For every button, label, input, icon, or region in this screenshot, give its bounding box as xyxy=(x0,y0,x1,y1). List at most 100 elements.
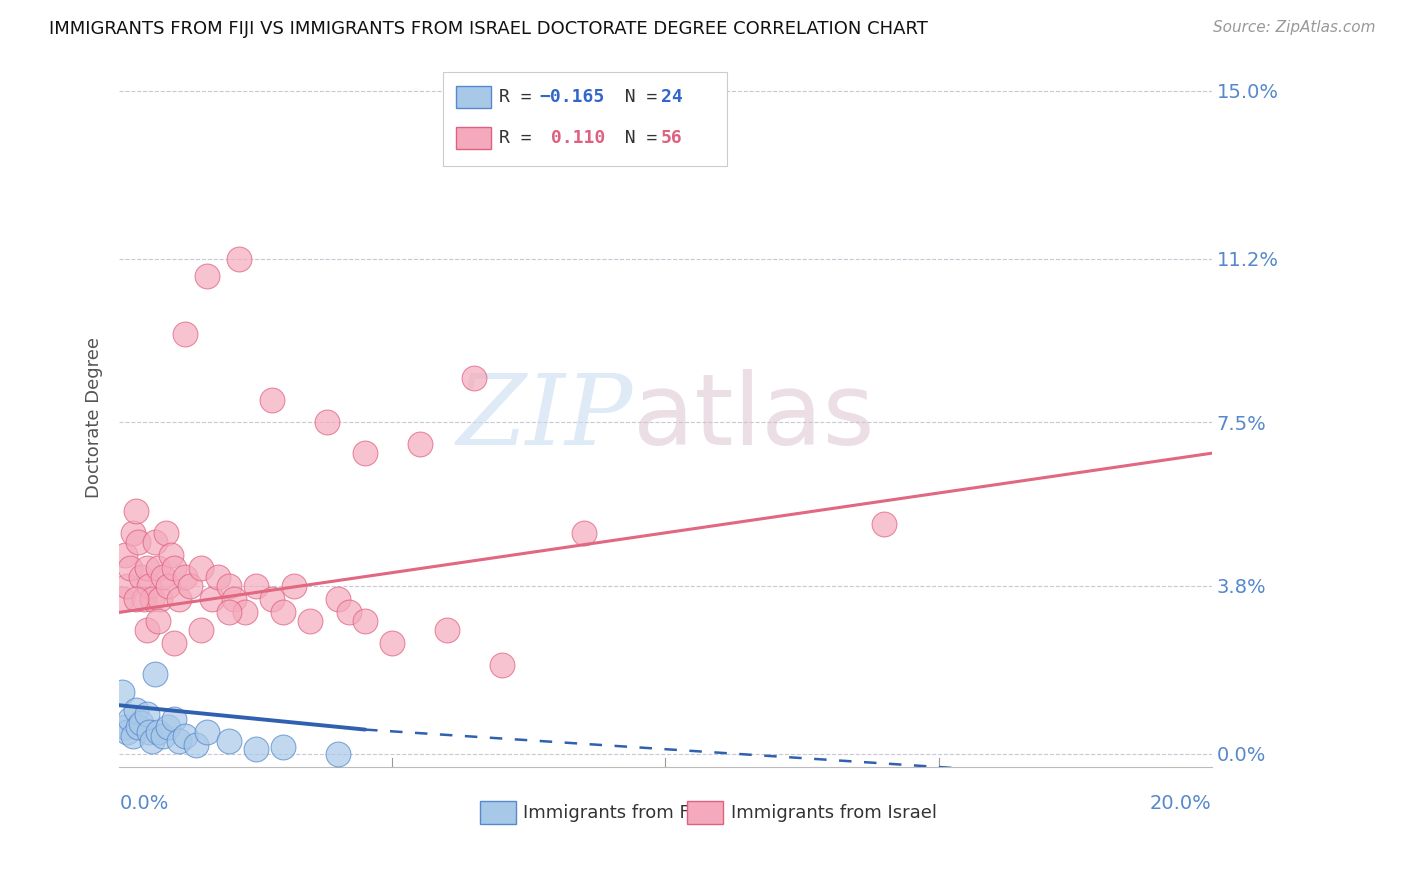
Point xyxy=(262,592,284,607)
Point xyxy=(111,685,134,699)
Point xyxy=(141,733,163,747)
Point xyxy=(572,525,595,540)
Point xyxy=(129,570,152,584)
Point xyxy=(138,579,160,593)
Y-axis label: Doctorate Degree: Doctorate Degree xyxy=(86,337,103,499)
Point xyxy=(283,579,305,593)
Point xyxy=(152,729,174,743)
Text: atlas: atlas xyxy=(633,369,875,467)
Point xyxy=(408,437,430,451)
Point xyxy=(143,667,166,681)
Point xyxy=(271,740,294,755)
Point xyxy=(127,534,149,549)
Point xyxy=(195,269,218,284)
Point xyxy=(111,592,134,607)
FancyBboxPatch shape xyxy=(443,72,727,166)
Point xyxy=(354,614,377,628)
Point xyxy=(135,623,157,637)
Point xyxy=(114,548,136,562)
Point xyxy=(169,592,191,607)
Point xyxy=(169,733,191,747)
Point xyxy=(245,579,267,593)
Point xyxy=(195,724,218,739)
Text: 0.110: 0.110 xyxy=(540,128,605,146)
Point xyxy=(138,724,160,739)
Point xyxy=(163,561,186,575)
Point xyxy=(120,712,142,726)
Text: −0.165: −0.165 xyxy=(540,88,605,106)
Point xyxy=(146,724,169,739)
Point xyxy=(337,606,360,620)
Point xyxy=(152,570,174,584)
Point xyxy=(173,326,195,341)
Point xyxy=(127,720,149,734)
Point xyxy=(271,606,294,620)
Point xyxy=(228,252,250,266)
Point xyxy=(124,504,146,518)
Point xyxy=(222,592,245,607)
Point xyxy=(163,636,186,650)
Point xyxy=(326,592,349,607)
Text: Immigrants from Fiji: Immigrants from Fiji xyxy=(523,805,704,822)
Point xyxy=(218,733,240,747)
Point xyxy=(132,592,155,607)
Point xyxy=(381,636,404,650)
Point xyxy=(117,724,139,739)
FancyBboxPatch shape xyxy=(688,801,723,824)
Text: N =: N = xyxy=(603,88,668,106)
Point xyxy=(245,742,267,756)
Point xyxy=(157,720,180,734)
Text: R =: R = xyxy=(499,128,543,146)
Point xyxy=(179,579,201,593)
FancyBboxPatch shape xyxy=(479,801,516,824)
Text: ZIP: ZIP xyxy=(457,370,633,466)
Point xyxy=(436,623,458,637)
Point xyxy=(190,623,212,637)
Point xyxy=(124,703,146,717)
Point xyxy=(124,592,146,607)
Text: 56: 56 xyxy=(661,128,683,146)
Point xyxy=(354,446,377,460)
Point xyxy=(491,658,513,673)
Point xyxy=(117,579,139,593)
Point xyxy=(873,516,896,531)
Text: 24: 24 xyxy=(661,88,683,106)
Point xyxy=(122,525,145,540)
Point xyxy=(262,393,284,408)
Point xyxy=(160,548,183,562)
Point xyxy=(326,747,349,761)
Point xyxy=(135,561,157,575)
FancyBboxPatch shape xyxy=(456,127,491,149)
Point xyxy=(218,606,240,620)
Text: Immigrants from Israel: Immigrants from Israel xyxy=(731,805,936,822)
Point xyxy=(207,570,229,584)
Point xyxy=(233,606,256,620)
Point xyxy=(155,525,177,540)
Point xyxy=(218,579,240,593)
Point xyxy=(141,592,163,607)
Text: IMMIGRANTS FROM FIJI VS IMMIGRANTS FROM ISRAEL DOCTORATE DEGREE CORRELATION CHAR: IMMIGRANTS FROM FIJI VS IMMIGRANTS FROM … xyxy=(49,20,928,37)
Point xyxy=(173,729,195,743)
Text: 0.0%: 0.0% xyxy=(120,794,169,813)
Point xyxy=(149,592,172,607)
Point xyxy=(163,712,186,726)
Point xyxy=(157,579,180,593)
Point xyxy=(146,614,169,628)
Point xyxy=(173,570,195,584)
Text: R =: R = xyxy=(499,88,543,106)
FancyBboxPatch shape xyxy=(456,86,491,108)
Point xyxy=(146,561,169,575)
Point xyxy=(184,738,207,752)
Point xyxy=(129,715,152,730)
Text: N =: N = xyxy=(603,128,668,146)
Point xyxy=(122,729,145,743)
Point xyxy=(120,561,142,575)
Point xyxy=(143,534,166,549)
Point xyxy=(463,371,485,385)
Point xyxy=(135,707,157,722)
Point xyxy=(299,614,322,628)
Text: Source: ZipAtlas.com: Source: ZipAtlas.com xyxy=(1212,20,1375,35)
Point xyxy=(201,592,224,607)
Point xyxy=(315,415,337,429)
Point xyxy=(190,561,212,575)
